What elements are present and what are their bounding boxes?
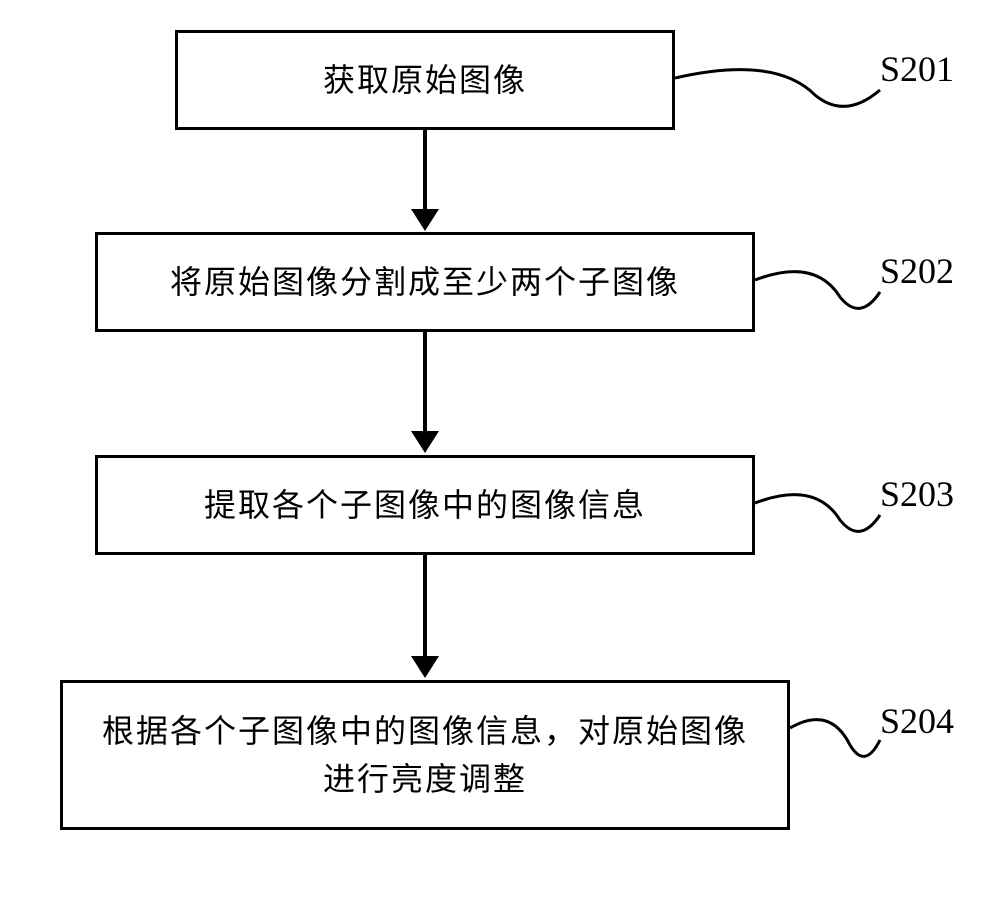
step-box-3: 提取各个子图像中的图像信息 [95,455,755,555]
step-box-1: 获取原始图像 [175,30,675,130]
step-box-2: 将原始图像分割成至少两个子图像 [95,232,755,332]
step-text-2: 将原始图像分割成至少两个子图像 [170,258,680,306]
connector-3 [755,485,885,545]
step-label-4: S204 [880,700,954,742]
step-text-3: 提取各个子图像中的图像信息 [204,481,646,529]
step-label-2: S202 [880,250,954,292]
step-text-1: 获取原始图像 [323,56,527,104]
step-label-3: S203 [880,473,954,515]
arrow-1 [411,130,439,231]
connector-2 [755,262,885,322]
connector-1 [675,60,885,120]
arrow-2 [411,332,439,453]
step-text-4: 根据各个子图像中的图像信息，对原始图像进行亮度调整 [93,707,757,803]
connector-4 [790,710,885,770]
step-box-4: 根据各个子图像中的图像信息，对原始图像进行亮度调整 [60,680,790,830]
step-label-1: S201 [880,48,954,90]
arrow-3 [411,555,439,678]
